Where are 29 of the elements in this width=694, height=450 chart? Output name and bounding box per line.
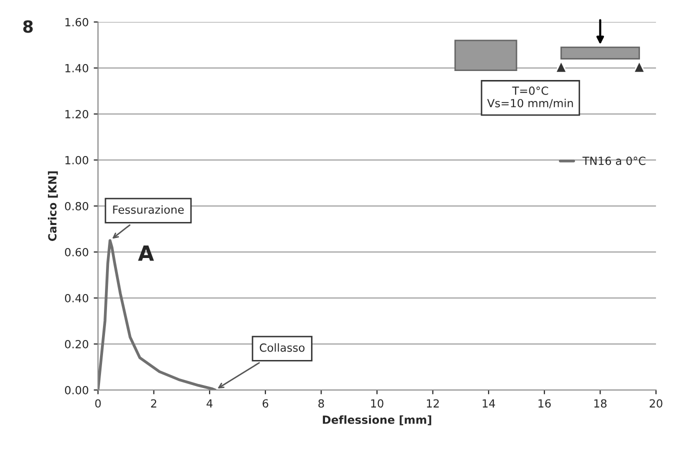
y-tick-label: 1.40 — [65, 64, 88, 72]
y-tick-label: 0.40 — [64, 294, 88, 302]
y-tick-label: 0.20 — [64, 340, 88, 348]
x-tick-label: 2 — [151, 399, 156, 408]
y-tick-label: 1.60 — [65, 18, 88, 26]
x-axis-title: Deflessione [mm] — [322, 415, 432, 426]
annotation: Fessurazione — [113, 205, 184, 214]
x-tick-label: 18 — [594, 399, 607, 408]
x-tick-label: 14 — [482, 399, 496, 408]
y-tick-label: 0.00 — [64, 386, 88, 394]
x-tick-label: 20 — [650, 399, 662, 408]
y-axis-title: Carico [KN] — [48, 171, 58, 241]
x-tick-label: 6 — [262, 399, 268, 408]
x-tick-label: 4 — [206, 399, 213, 408]
annotation: Collasso — [260, 343, 304, 352]
x-tick-label: 10 — [371, 399, 384, 408]
annotation: T=0°C Vs=10 mm/min — [487, 86, 573, 108]
x-tick-label: 8 — [318, 399, 324, 408]
y-tick-label: 1.00 — [65, 156, 88, 164]
y-tick-label: 0.80 — [64, 202, 88, 210]
annotation: A — [138, 246, 154, 261]
x-tick-label: 16 — [538, 399, 551, 408]
line-series — [98, 239, 217, 390]
y-tick-label: 1.20 — [65, 110, 88, 118]
legend-label: TN16 a 0°C — [582, 156, 646, 166]
y-tick-label: 0.60 — [64, 248, 88, 256]
x-tick-label: 12 — [426, 399, 439, 408]
x-tick-label: 0 — [95, 399, 101, 408]
text: 8 — [23, 20, 33, 33]
